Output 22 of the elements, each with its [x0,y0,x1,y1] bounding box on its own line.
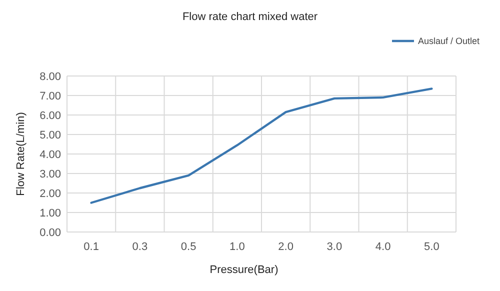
y-tick-label: 4.00 [40,148,61,161]
x-tick-label: 0.3 [132,241,148,253]
y-tick-label: 2.00 [40,188,61,200]
legend-label: Auslauf / Outlet [418,36,480,46]
x-tick-label: 4.0 [375,241,391,253]
x-tick-label: 0.5 [180,241,196,253]
y-tick-label: 3.00 [40,168,61,180]
chart-title: Flow rate chart mixed water [182,11,318,23]
x-tick-label: 3.0 [326,241,342,253]
x-tick-label: 0.1 [84,241,99,253]
x-tick-label: 2.0 [278,241,294,253]
y-tick-label: 6.00 [40,110,61,122]
y-tick-label: 0.00 [40,226,61,239]
y-tick-label: 7.00 [40,90,61,102]
y-tick-label: 5.00 [40,129,61,142]
x-axis-title: Pressure(Bar) [210,264,278,276]
y-axis-title: Flow Rate(L/min) [15,112,27,196]
x-tick-label: 5.0 [424,241,440,253]
y-tick-label: 8.00 [40,70,61,83]
line-series [90,88,433,204]
x-tick-label: 1.0 [230,241,245,253]
y-tick-label: 1.00 [40,207,61,220]
